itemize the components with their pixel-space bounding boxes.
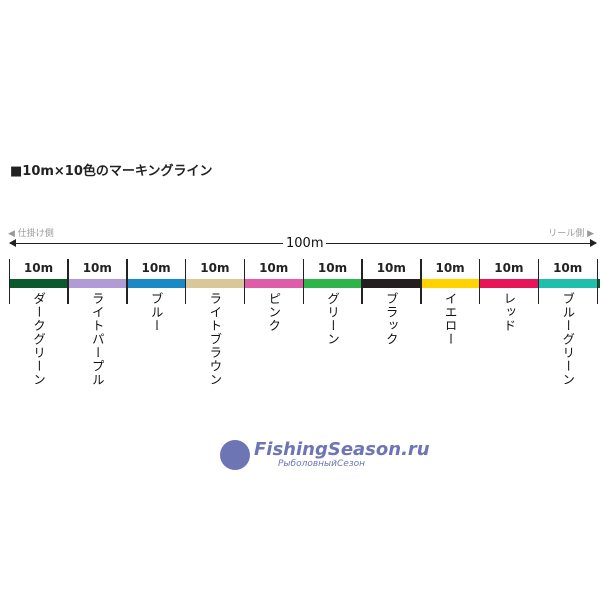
watermark-line2: РыболовныйСезон <box>278 459 365 469</box>
segment-color-name-text: イエロー <box>442 292 458 346</box>
total-length: 100m <box>283 236 327 251</box>
globe-icon <box>220 440 250 470</box>
segment-length: 10m <box>141 261 171 275</box>
left-arrowhead-icon <box>9 239 16 247</box>
watermark-line1: FishingSeason.ru <box>254 439 430 460</box>
segment-color-bar <box>126 279 186 288</box>
segment-color-name: ブルーグリーン <box>538 292 597 387</box>
segment-color-name-text: ブルー <box>148 292 164 333</box>
segment-color-bar <box>538 279 597 288</box>
segment-divider <box>596 259 598 304</box>
segment-color-name-text: グリーン <box>325 292 340 346</box>
segment-color-name: ブラック <box>362 292 421 346</box>
segment-divider <box>537 259 540 304</box>
segment-color-name: レッド <box>479 292 538 333</box>
segment-color-bar <box>244 279 303 288</box>
segment-color-name-text: ダークグリーン <box>31 292 46 387</box>
segment-color-bar <box>185 279 245 288</box>
segment-color-name-text: ライトパープル <box>89 292 105 387</box>
segment-divider <box>126 259 128 304</box>
segment-length: 10m <box>23 261 54 275</box>
segment-color-name: ライトブラウン <box>185 292 244 387</box>
segment-color-name-text: ブラック <box>383 292 399 346</box>
segment-color-bar <box>479 279 539 288</box>
segment-divider <box>67 259 69 304</box>
segment-color-name: グリーン <box>303 292 362 346</box>
segment-divider <box>243 259 246 304</box>
right-arrowhead-icon <box>590 239 597 247</box>
segment-length: 10m <box>317 261 348 275</box>
diagram-title: ■10m×10色のマーキングライン <box>10 164 213 179</box>
segment-length: 10m <box>553 261 583 275</box>
segment-divider <box>478 259 481 304</box>
segment-divider <box>361 259 363 304</box>
segment-divider <box>8 259 10 304</box>
segment-divider <box>420 259 422 304</box>
segment-color-bar <box>67 279 127 288</box>
segment-color-name-text: ピンク <box>266 292 282 333</box>
segment-length: 10m <box>494 261 524 275</box>
segment-length: 10m <box>376 261 406 275</box>
segment-length: 10m <box>435 261 465 275</box>
segment-color-name: ダークグリーン <box>9 292 68 387</box>
segment-color-name-text: ブルーグリーン <box>560 292 576 387</box>
segment-color-bar <box>9 279 68 288</box>
segment-divider <box>302 259 304 304</box>
segment-color-name: ピンク <box>244 292 303 333</box>
segment-color-bar <box>420 279 480 288</box>
segment-divider <box>184 259 187 304</box>
terminal-side-label: ◀ 仕掛け側 <box>8 229 54 239</box>
segment-color-bar <box>361 279 421 288</box>
watermark-logo: FishingSeason.ru РыболовныйСезон <box>220 440 430 470</box>
segment-color-name-text: ライトブラウン <box>207 292 223 387</box>
segment-color-bar <box>597 279 600 288</box>
segment-color-name: ブルー <box>127 292 186 333</box>
segment-length: 10m <box>82 261 112 275</box>
reel-side-label: リール側 ▶ <box>548 229 594 239</box>
segment-length: 10m <box>259 261 289 275</box>
segment-color-name: イエロー <box>421 292 480 346</box>
segment-length: 10m <box>200 261 230 275</box>
segment-color-name: ライトパープル <box>68 292 127 387</box>
segment-color-bar <box>303 279 362 288</box>
segment-color-name-text: レッド <box>501 292 517 333</box>
